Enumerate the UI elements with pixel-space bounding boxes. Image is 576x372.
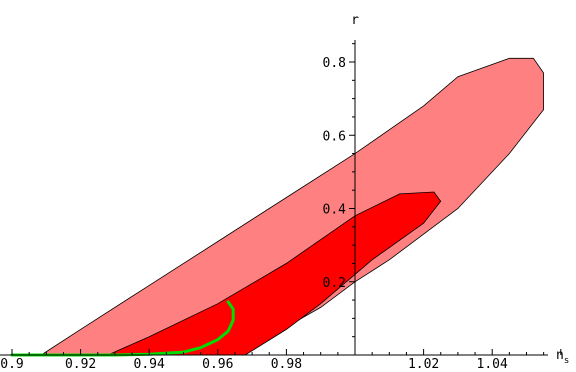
y-tick-label: 0.6 <box>323 129 346 144</box>
x-tick-label: 0.94 <box>134 357 165 372</box>
x-axis-title: ns <box>556 348 569 366</box>
x-axis-title-subscript: s <box>564 356 569 366</box>
inner-contour-region <box>107 191 442 356</box>
y-tick-label: 0.2 <box>323 276 346 291</box>
outer-contour-region <box>39 57 544 356</box>
x-tick-label: 0.96 <box>202 357 233 372</box>
y-tick-label: 0.4 <box>323 203 347 218</box>
x-tick-label: 0.9 <box>0 357 23 372</box>
x-tick-label: 0.98 <box>271 357 302 372</box>
x-axis-title-main: n <box>556 348 564 363</box>
x-tick-label: 0.92 <box>65 357 96 372</box>
axes <box>0 40 548 356</box>
x-tick-label: 1.04 <box>477 357 508 372</box>
y-axis-title: r <box>351 13 359 28</box>
tick-marks <box>11 43 562 355</box>
contour-regions <box>39 57 544 356</box>
y-tick-label: 0.8 <box>323 56 346 71</box>
tick-labels: 0.9 0.92 0.94 0.96 0.98 1.02 1.04 0.2 0.4 0.6 0.8 <box>0 56 508 372</box>
x-tick-label: 1.02 <box>408 357 439 372</box>
